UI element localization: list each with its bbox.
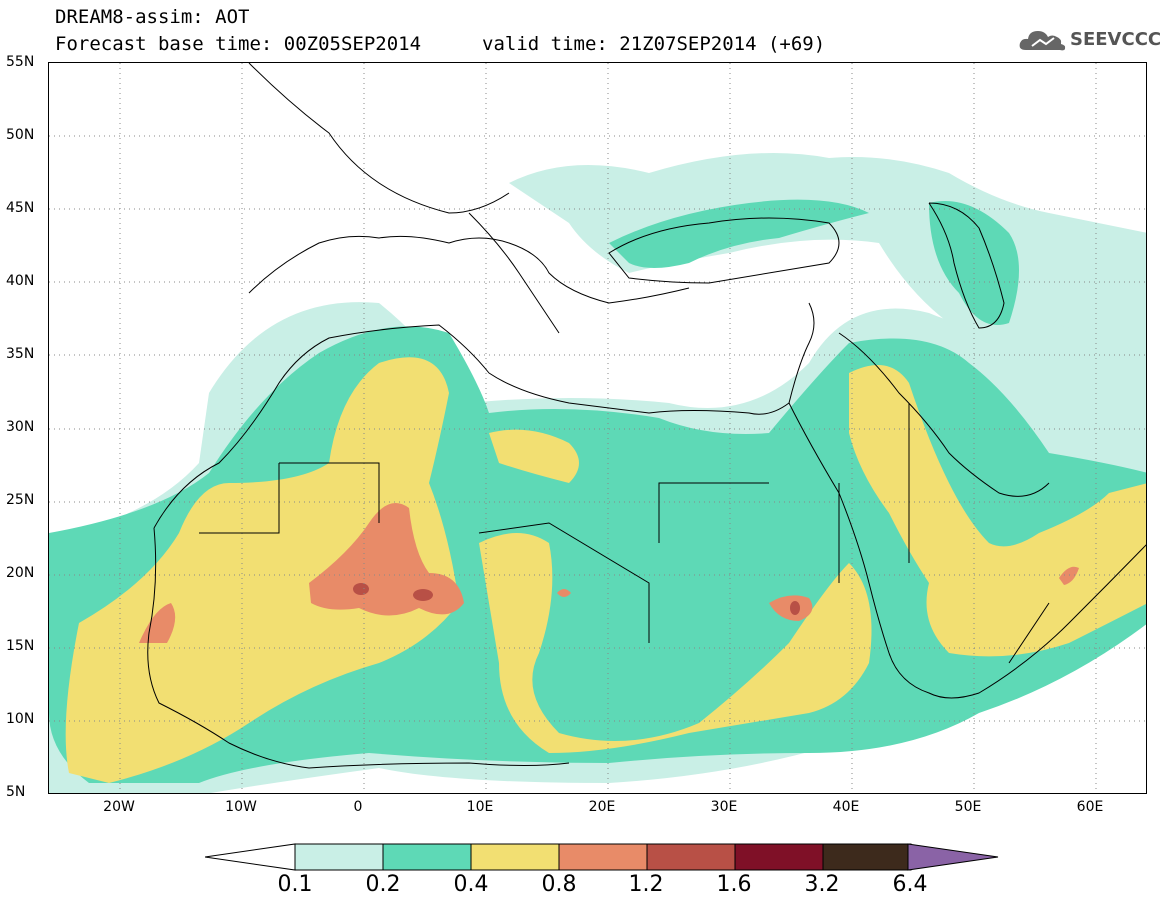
aot-map [49, 63, 1146, 793]
map-area [48, 62, 1147, 794]
colorbar-label: 1.6 [716, 872, 752, 897]
colorbar-label: 1.2 [628, 872, 664, 897]
lon-label: 20W [103, 799, 135, 815]
graticule [49, 63, 1146, 793]
colorbar-label: 3.2 [804, 872, 840, 897]
lat-label: 15N [6, 638, 35, 654]
colorbar-cell [294, 843, 384, 871]
colorbar-label: 6.4 [892, 872, 928, 897]
colorbar-cell [734, 843, 824, 871]
lat-label: 5N [6, 784, 26, 800]
aot-band-0.1-north [509, 153, 1146, 353]
lon-label: 30E [710, 799, 738, 815]
aot-band-0.8-chad [557, 589, 571, 597]
cloud-icon [1019, 31, 1066, 51]
lat-label: 20N [6, 565, 35, 581]
colorbar-under-arrow [205, 843, 296, 871]
colorbar-label: 0.2 [365, 872, 401, 897]
lon-label: 40E [832, 799, 860, 815]
lat-label: 40N [6, 273, 35, 289]
colorbar-label: 0.1 [277, 872, 313, 897]
aot-band-0.4-libya [489, 429, 579, 483]
colorbar-cell [822, 843, 912, 871]
aot-band-1.2-a [353, 583, 369, 595]
colorbar-label: 0.8 [541, 872, 577, 897]
colorbar-over-arrow [907, 843, 999, 871]
logo-text: SEEVCCC [1070, 29, 1162, 50]
colorbar-cell [558, 843, 648, 871]
lon-label: 0 [353, 799, 363, 815]
lon-label: 10E [466, 799, 494, 815]
aot-band-0.4-west [65, 357, 460, 783]
lat-label: 50N [6, 127, 35, 143]
map-title: DREAM8-assim: AOT [55, 6, 250, 28]
aot-band-0.4-arabia [849, 365, 1146, 657]
aot-band-1.2-b [413, 589, 433, 601]
lat-label: 45N [6, 200, 35, 216]
lat-label: 55N [6, 54, 35, 70]
lon-label: 50E [954, 799, 982, 815]
aot-band-0.2-black-sea [609, 199, 869, 268]
aot-band-0.8-niger [309, 503, 464, 616]
lon-label: 60E [1076, 799, 1104, 815]
lat-label: 30N [6, 419, 35, 435]
aot-field [49, 153, 1146, 793]
colorbar-cell [646, 843, 736, 871]
aot-band-0.4-central [479, 533, 872, 753]
colorbar-cell [382, 843, 472, 871]
colorbar-cell [470, 843, 560, 871]
lat-label: 25N [6, 492, 35, 508]
colorbar [205, 843, 999, 871]
valid-time: valid time: 21Z07SEP2014 (+69) [482, 33, 826, 55]
lon-label: 10W [225, 799, 257, 815]
aot-band-1.2-c [790, 601, 800, 615]
colorbar-cells [294, 843, 912, 871]
colorbar-label: 0.4 [453, 872, 489, 897]
lat-label: 35N [6, 346, 35, 362]
seevccc-logo: SEEVCCC [1018, 26, 1162, 56]
lat-label: 10N [6, 711, 35, 727]
aot-band-0.8-oman [1059, 566, 1079, 585]
coastlines [147, 63, 1146, 769]
aot-band-0.8-senegal [139, 603, 176, 643]
forecast-base-time: Forecast base time: 00Z05SEP2014 [55, 33, 422, 55]
lon-label: 20E [588, 799, 616, 815]
